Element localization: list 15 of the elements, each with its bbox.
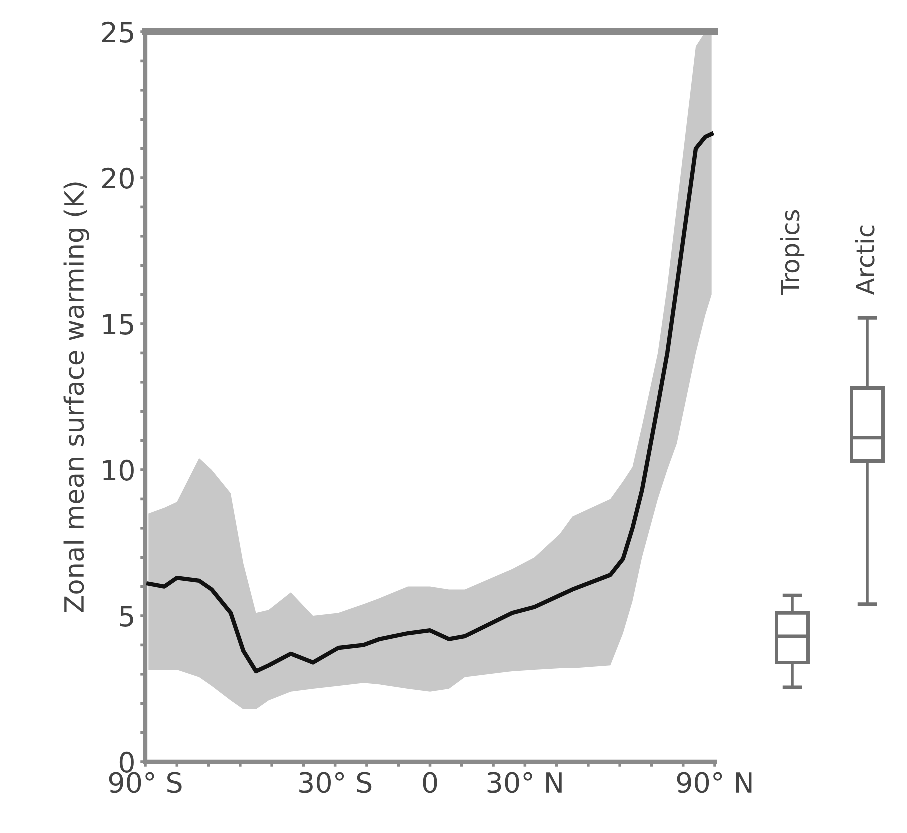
y-tick-label: 25 bbox=[102, 22, 134, 43]
y-tick-label: 5 bbox=[120, 606, 134, 627]
y-tick-label: 20 bbox=[102, 168, 134, 189]
x-tick-label: Arctic bbox=[855, 226, 875, 296]
y-tick-label: 15 bbox=[103, 314, 134, 335]
line-series bbox=[146, 132, 714, 674]
y-tick-label: 10 bbox=[103, 460, 134, 481]
y-axis-title: Zonal mean surface warming (K) bbox=[64, 182, 90, 612]
x-tick-label: 0 bbox=[423, 772, 438, 794]
x-tick-label: 30° N bbox=[488, 772, 562, 794]
y-tick-label: 0 bbox=[120, 752, 134, 773]
x-tick-label: 90° S bbox=[109, 772, 182, 794]
x-tick-label: Tropics bbox=[780, 210, 805, 296]
x-tick-label: 90° N bbox=[677, 772, 752, 794]
x-tick-label: 30° S bbox=[300, 772, 372, 794]
